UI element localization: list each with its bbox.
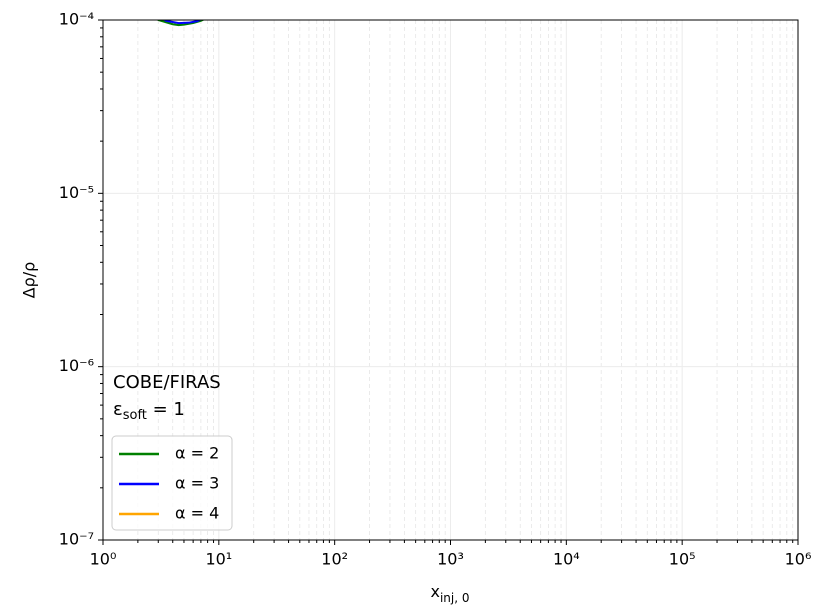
annotation: COBE/FIRAS xyxy=(113,372,221,393)
y-tick-label: 10⁻⁵ xyxy=(59,183,94,202)
x-tick-label: 10⁴ xyxy=(553,550,580,569)
x-tick-label: 10² xyxy=(321,550,348,569)
y-tick-label: 10⁻⁷ xyxy=(59,530,94,549)
x-tick-label: 10³ xyxy=(437,550,464,569)
y-tick-label: 10⁻⁶ xyxy=(59,356,94,375)
y-tick-label: 10⁻⁴ xyxy=(59,10,94,29)
x-tick-label: 10¹ xyxy=(205,550,232,569)
annotation-main: ε xyxy=(113,399,123,420)
annotation: εsoft = 1 xyxy=(113,399,185,423)
legend-box xyxy=(111,435,233,531)
x-tick-label: 10⁰ xyxy=(90,550,117,569)
legend-label: α = 3 xyxy=(175,474,219,493)
legend-label: α = 2 xyxy=(175,444,219,463)
y-axis-label: Δρ/ρ xyxy=(20,262,39,299)
legend-label: α = 4 xyxy=(175,504,219,523)
x-tick-label: 10⁵ xyxy=(669,550,696,569)
annotation-rest: = 1 xyxy=(147,399,185,420)
line xyxy=(156,20,205,27)
legend: α = 2 α = 3 α = 4 xyxy=(119,444,219,523)
x-tick-label: 10⁶ xyxy=(785,550,812,569)
x-axis-label: xinj, 0 xyxy=(430,582,469,605)
x-label-main: x xyxy=(430,582,439,601)
annotation-sub: soft xyxy=(123,408,147,423)
x-label-sub: inj, 0 xyxy=(440,591,470,605)
